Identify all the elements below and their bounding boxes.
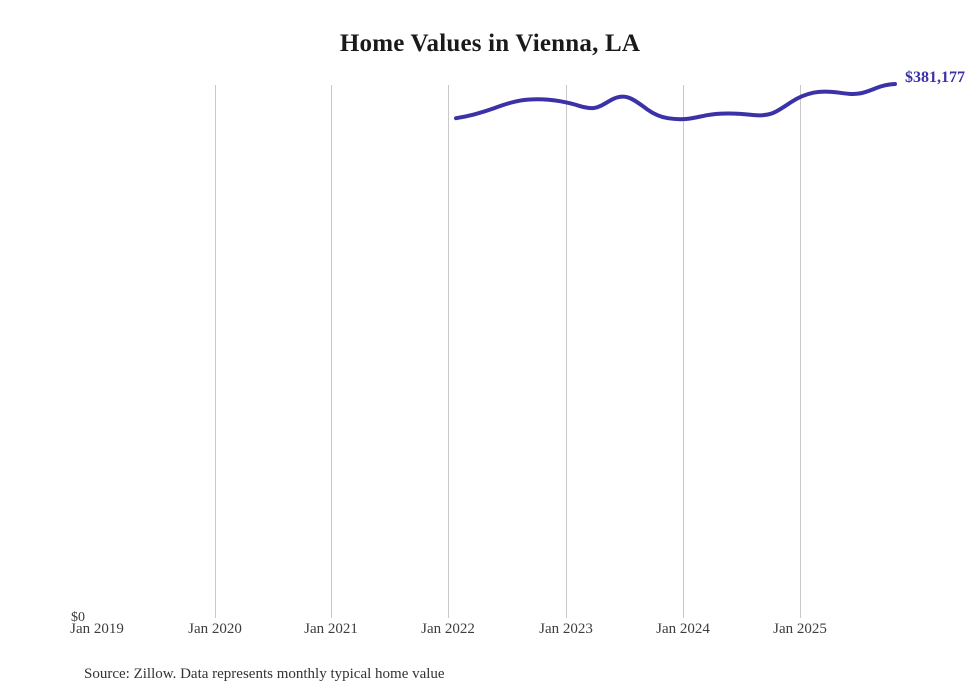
- x-tick-label-jan-2021: Jan 2021: [304, 621, 358, 637]
- x-tick-label-jan-2025: Jan 2025: [773, 621, 827, 637]
- gridline-jan-2022: [448, 85, 449, 618]
- source-note: Source: Zillow. Data represents monthly …: [84, 666, 445, 682]
- y-tick-label-zero: $0: [71, 610, 85, 625]
- x-tick-label-jan-2020: Jan 2020: [188, 621, 242, 637]
- x-tick-label-jan-2023: Jan 2023: [539, 621, 593, 637]
- x-tick-label-jan-2019: Jan 2019: [70, 621, 124, 637]
- gridline-jan-2025: [800, 85, 801, 618]
- gridline-jan-2023: [566, 85, 567, 618]
- x-tick-label-jan-2024: Jan 2024: [656, 621, 710, 637]
- gridline-jan-2020: [215, 85, 216, 618]
- end-value-annotation: $381,177: [905, 69, 965, 86]
- chart-title: Home Values in Vienna, LA: [339, 30, 641, 57]
- gridline-jan-2021: [331, 85, 332, 618]
- x-tick-label-jan-2022: Jan 2022: [421, 621, 475, 637]
- gridline-jan-2024: [683, 85, 684, 618]
